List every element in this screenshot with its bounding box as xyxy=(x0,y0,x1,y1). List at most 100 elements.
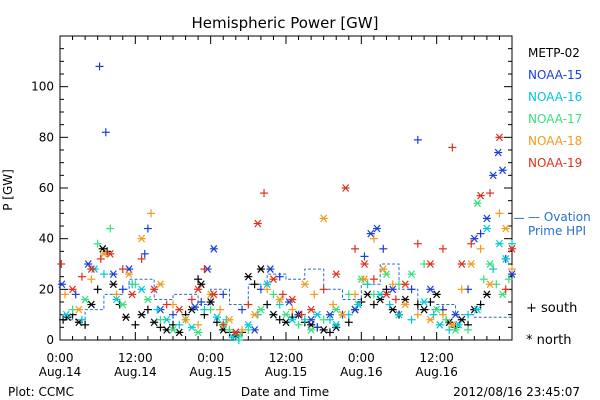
noaa-17-south-point xyxy=(294,320,303,329)
noaa-15-north-point xyxy=(388,285,397,294)
noaa-15-north-point xyxy=(325,310,334,319)
star-d2 xyxy=(188,323,196,332)
star-d2 xyxy=(389,305,397,314)
noaa-16-north-point xyxy=(332,320,341,329)
noaa-15-north-point xyxy=(451,310,460,319)
star-d2 xyxy=(376,290,384,299)
x-tick-date-label: Aug.15 xyxy=(189,365,232,379)
star-d2 xyxy=(244,272,252,281)
noaa-16-north-point xyxy=(62,310,71,319)
noaa-19-north-point xyxy=(150,285,159,294)
noaa-17-north-point xyxy=(407,270,416,279)
noaa-16-south-point xyxy=(429,310,438,319)
legend-noaa-18: NOAA-18 xyxy=(528,134,582,148)
star-d2 xyxy=(342,184,350,192)
star-d2 xyxy=(508,244,516,253)
star-d2 xyxy=(87,300,95,309)
noaa-19-north-point xyxy=(508,244,516,253)
star-d2 xyxy=(138,234,146,243)
noaa-19-south-point xyxy=(391,295,400,304)
star-d2 xyxy=(382,270,390,279)
star-d2 xyxy=(235,331,243,339)
noaa-18-south-point xyxy=(194,320,203,329)
plot-axes: 0204060801000:00Aug.1412:00Aug.140:00Aug… xyxy=(31,35,513,379)
star-d2 xyxy=(269,310,277,319)
star-d2 xyxy=(257,265,265,273)
noaa-17-north-point xyxy=(143,295,152,304)
star-d2 xyxy=(379,265,387,273)
y-tick-label: 60 xyxy=(39,181,54,195)
noaa-16-south-point xyxy=(385,300,394,309)
star-d2 xyxy=(282,318,290,327)
metp-02-south-point xyxy=(275,315,284,324)
noaa-18-south-point xyxy=(476,244,485,253)
metp-02-north-point xyxy=(137,310,146,319)
noaa-19-north-point xyxy=(87,265,96,273)
star-d2 xyxy=(364,290,372,299)
noaa-15-south-point xyxy=(413,135,422,144)
noaa-18-south-point xyxy=(147,209,156,218)
star-d2 xyxy=(81,295,89,304)
noaa-19-north-point xyxy=(457,260,466,268)
star-d2 xyxy=(266,265,274,273)
noaa-19-north-point xyxy=(426,260,435,268)
star-d2 xyxy=(495,239,503,248)
noaa-16-north-point xyxy=(137,285,146,294)
noaa-17-south-point xyxy=(156,315,165,324)
noaa-17-south-point xyxy=(504,275,513,284)
star-d2 xyxy=(452,310,459,319)
metp-02-south-point xyxy=(344,318,353,327)
noaa-15-south-point xyxy=(197,298,206,306)
star-d2 xyxy=(502,255,510,263)
star-d2 xyxy=(197,280,205,289)
noaa-15-north-point xyxy=(57,280,66,289)
metp-02-south-point xyxy=(325,328,334,337)
star-d2 xyxy=(84,260,92,268)
star-d2 xyxy=(194,328,202,337)
y-tick-label: 40 xyxy=(39,232,54,246)
noaa-18-north-point xyxy=(448,320,457,329)
star-d2 xyxy=(100,249,108,258)
noaa-16-north-point xyxy=(187,323,196,332)
ovation-prime-hpi-line xyxy=(60,217,524,321)
noaa-18-south-point xyxy=(329,300,338,309)
noaa-17-south-point xyxy=(442,315,451,324)
noaa-15-north-point xyxy=(190,303,199,311)
noaa-16-north-point xyxy=(435,320,444,329)
noaa-19-north-point xyxy=(175,305,184,314)
metp-02-north-point xyxy=(319,325,328,334)
star-d2 xyxy=(263,280,271,289)
legend: METP-02 NOAA-15 NOAA-16 NOAA-17 NOAA-18 NOAA-… xyxy=(528,46,582,170)
noaa-15-south-point xyxy=(476,229,485,238)
star-d2 xyxy=(307,305,315,314)
noaa-15-north-point xyxy=(498,166,507,175)
noaa-17-south-point xyxy=(131,280,140,289)
star-d2 xyxy=(254,219,262,228)
noaa-18-north-point xyxy=(401,300,410,309)
metp-02-south-point xyxy=(250,280,259,289)
star-d2 xyxy=(489,171,497,180)
star-d2 xyxy=(213,313,221,322)
noaa-18-north-point xyxy=(379,265,388,273)
star-d2 xyxy=(144,295,152,304)
noaa-17-south-point xyxy=(106,224,115,233)
noaa-17-south-point xyxy=(206,305,215,314)
metp-02-north-point xyxy=(420,305,429,314)
star-d2 xyxy=(75,305,83,314)
noaa-19-north-point xyxy=(269,275,278,284)
noaa-17-south-point xyxy=(269,290,278,299)
star-d2 xyxy=(244,320,252,329)
star-d2 xyxy=(288,295,296,304)
noaa-19-south-point xyxy=(77,272,86,281)
star-d2 xyxy=(408,270,416,279)
noaa-15-north-point xyxy=(209,244,218,253)
star-d2 xyxy=(494,148,502,157)
noaa-15-south-point xyxy=(219,290,228,299)
star-d2 xyxy=(332,305,340,314)
noaa-16-north-point xyxy=(244,320,253,329)
noaa-19-south-point xyxy=(369,275,378,284)
star-d2 xyxy=(288,315,296,324)
noaa-19-north-point xyxy=(288,295,297,304)
metp-02-north-point xyxy=(150,318,159,327)
noaa-19-south-point xyxy=(187,295,196,304)
